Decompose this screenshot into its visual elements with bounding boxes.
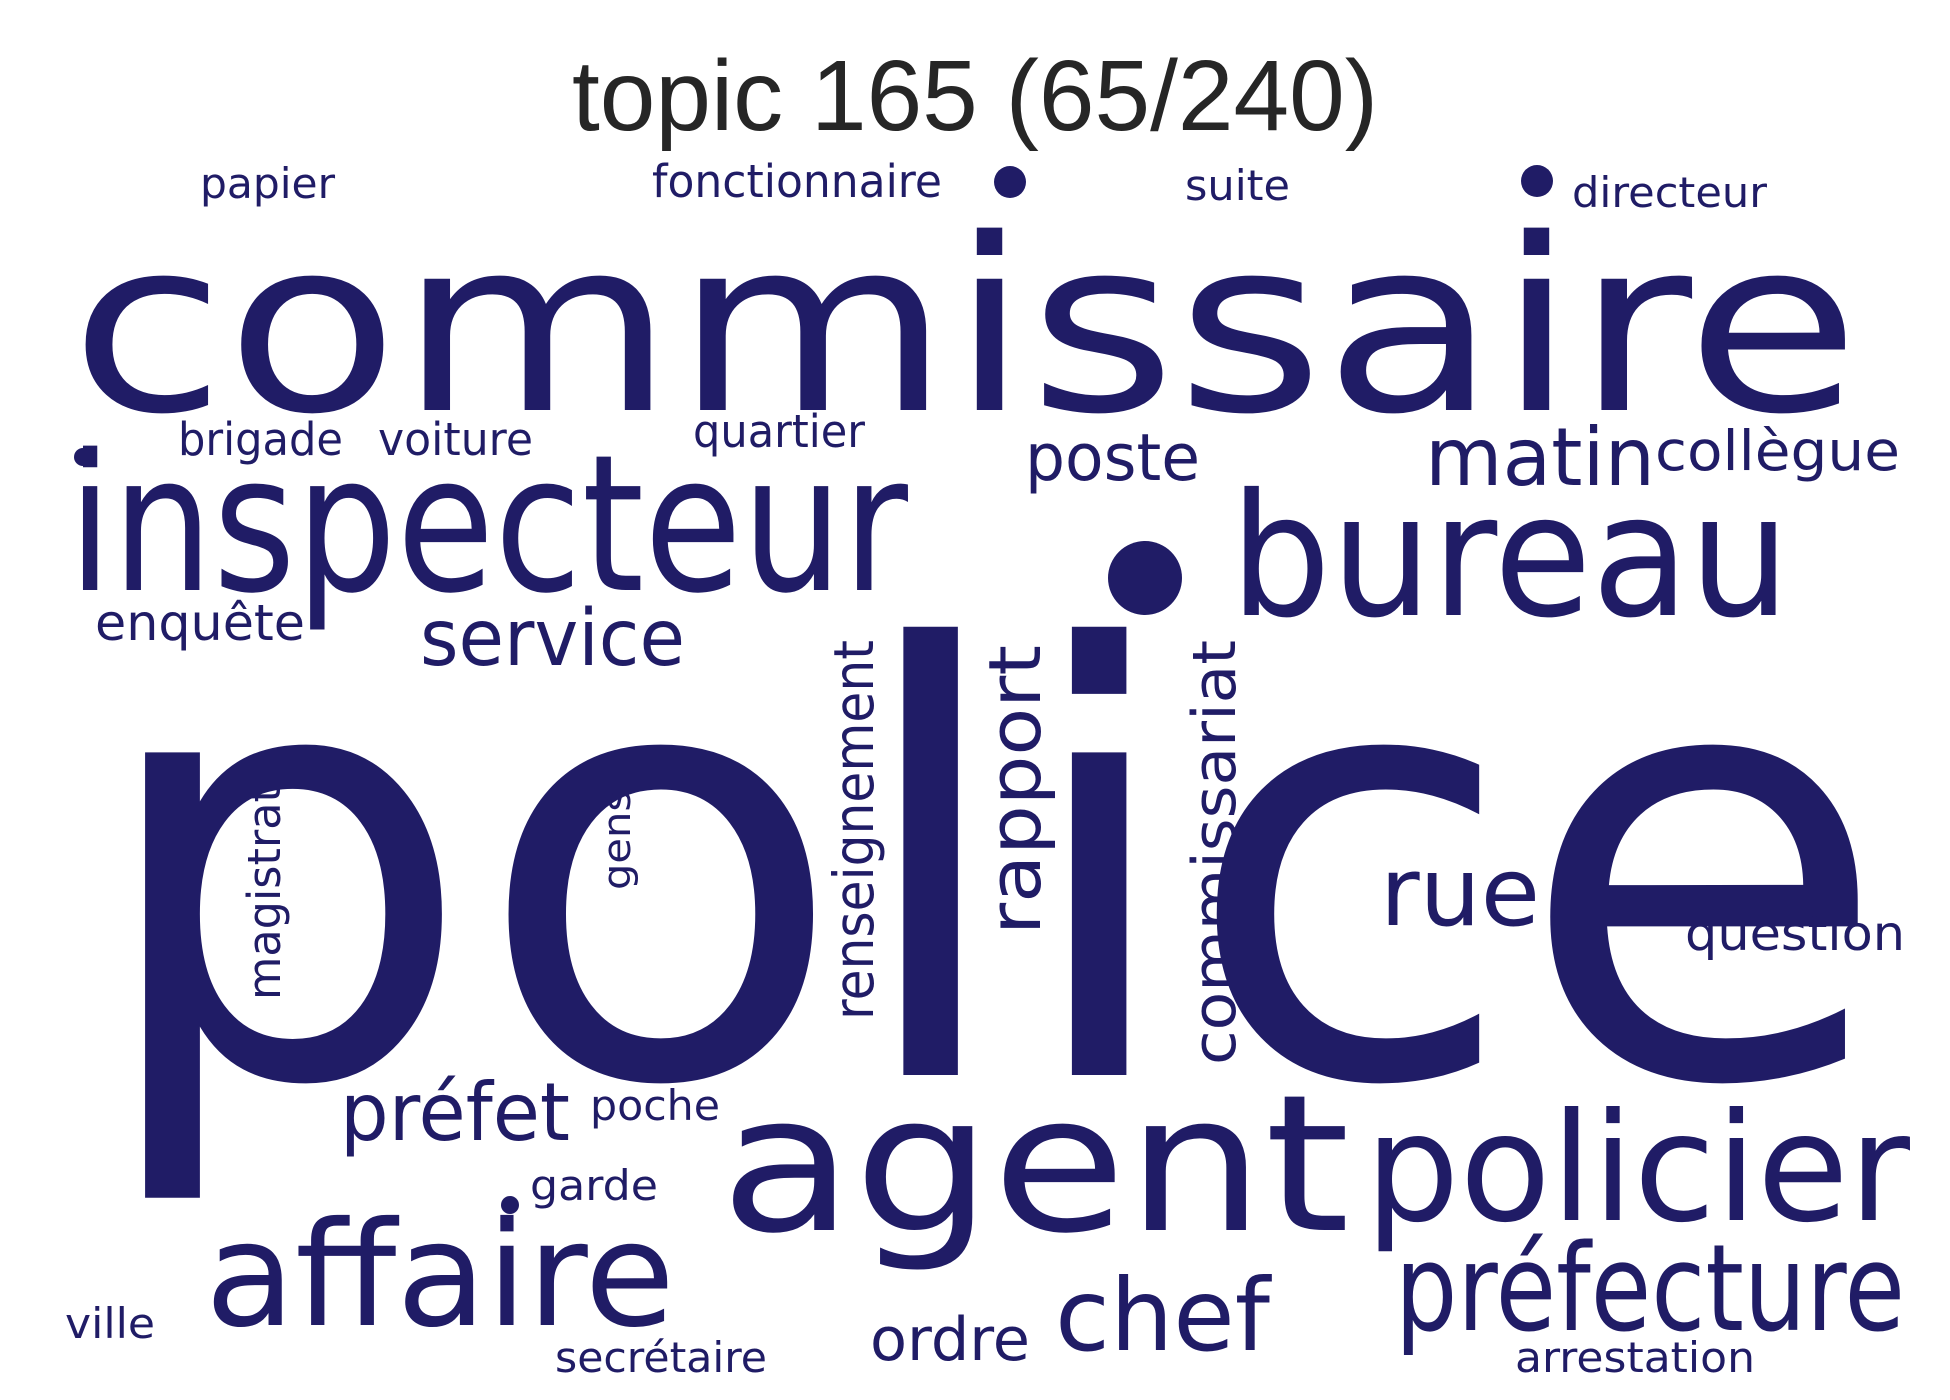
dot-small-left [74,448,92,466]
word-ordre: ordre [870,1305,1030,1375]
word-commissaire: commissaire [70,187,1860,467]
dot-large [1108,541,1182,615]
word-papier: papier [200,159,336,208]
word-prefecture: préfecture [1395,1220,1905,1359]
word-cloud-dots [74,165,1553,1214]
word-renseignement: renseignement [822,640,886,1020]
word-magistrat: magistrat [238,785,291,1000]
word-quartier: quartier [693,405,865,458]
chart-title: topic 165 (65/240) [571,40,1379,152]
word-enquete: enquête [95,594,305,652]
word-police: police [90,528,1890,1215]
dot-small-garde [501,1196,519,1214]
word-voiture: voiture [378,413,533,466]
word-directeur: directeur [1572,168,1768,217]
word-collegue: collègue [1655,419,1900,483]
word-poste: poste [1025,421,1200,496]
word-suite: suite [1185,161,1290,210]
word-agent: agent [720,1054,1350,1275]
word-commissariat: commissariat [1180,640,1250,1065]
word-rue: rue [1380,838,1540,948]
word-policier: policier [1365,1082,1910,1256]
dot-small-top-2 [1521,165,1553,197]
word-fonctionnaire: fonctionnaire [652,155,942,208]
word-affaire: affaire [205,1191,675,1360]
word-bureau: bureau [1230,458,1790,656]
word-chef: chef [1055,1257,1273,1374]
dot-small-top-1 [994,166,1026,198]
word-brigade: brigade [178,413,343,466]
word-arrestation: arrestation [1515,1333,1755,1382]
word-secretaire: secrétaire [555,1333,767,1382]
word-rapport: rapport [973,645,1057,935]
word-question: question [1685,906,1905,962]
word-prefet: préfet [340,1066,570,1159]
word-ville: ville [65,1299,155,1348]
word-gens: gens [595,790,639,890]
word-poche: poche [590,1081,720,1130]
word-matin: matin [1425,411,1655,504]
word-garde: garde [530,1161,658,1210]
word-service: service [420,594,685,684]
word-inspecteur: inspecteur [68,414,909,635]
